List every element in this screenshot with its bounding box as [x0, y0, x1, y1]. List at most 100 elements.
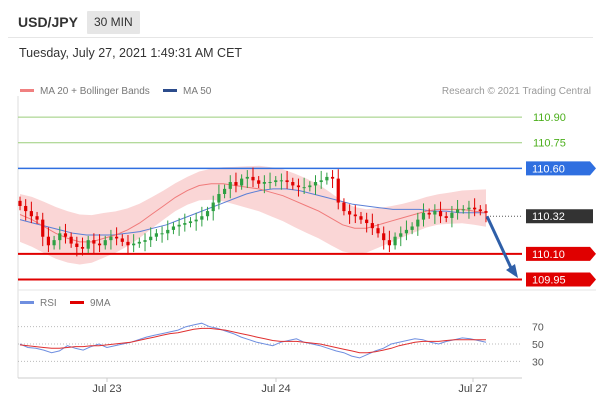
level-label-109.95: 109.95 [532, 274, 566, 286]
candle-body [444, 216, 448, 218]
candle-body [450, 212, 454, 218]
candle-body [262, 182, 266, 184]
candle-body [461, 209, 465, 211]
candle-body [58, 233, 62, 241]
rsi-tick-50: 50 [532, 339, 544, 351]
candle-body [274, 180, 278, 183]
candle-body [404, 229, 409, 234]
candle-body [103, 240, 107, 246]
candle-body [421, 212, 426, 220]
candle-body [382, 233, 386, 241]
candle-body [330, 176, 335, 179]
candle-body [120, 238, 124, 242]
rsi-tick-30: 30 [532, 356, 544, 368]
rsi-line [19, 322, 487, 359]
candle-body [126, 241, 130, 246]
candle-body [319, 180, 323, 183]
candle-body [484, 211, 488, 213]
legend-label: RSI [40, 298, 57, 309]
candle-body [370, 223, 374, 229]
candle-body [279, 180, 284, 182]
candle-body [18, 200, 22, 206]
legend-swatch [70, 300, 84, 304]
candle-body [416, 219, 420, 227]
candle-body [97, 243, 102, 246]
legend-label: MA 20 + Bollinger Bands [40, 86, 150, 97]
candle-body [268, 182, 272, 184]
candle-body [433, 211, 437, 215]
candle-body [308, 185, 312, 188]
candle-body [222, 188, 227, 194]
candle-body [137, 241, 141, 244]
candle-body [92, 240, 96, 244]
forecast-arrow-head [506, 264, 518, 279]
candle-body [63, 233, 68, 237]
chart-header: USD/JPY 30 MIN [0, 0, 603, 44]
candle-body [336, 178, 340, 203]
candle-body [217, 194, 221, 203]
ma20-line [19, 183, 487, 243]
candle-body [115, 236, 119, 239]
candle-body [143, 240, 147, 242]
candle-body [353, 214, 357, 217]
candle-body [245, 176, 249, 179]
timeframe-button[interactable]: 30 MIN [87, 11, 140, 34]
level-tag-110.32 [526, 209, 593, 224]
candle-body [154, 233, 158, 237]
legend-rsi: RSI [20, 298, 57, 309]
candle-body [200, 216, 204, 220]
candle-body [75, 243, 79, 247]
candle-body [228, 182, 232, 189]
candle-body [455, 209, 460, 213]
rsi-9ma-line [19, 327, 486, 354]
candle-body [359, 216, 363, 220]
level-label-110.32: 110.32 [532, 211, 565, 223]
candle-body [325, 176, 329, 181]
legend-swatch [163, 88, 177, 92]
candle-body [291, 182, 295, 186]
candle-body [240, 178, 244, 186]
candle-body [348, 211, 352, 215]
candle-body [296, 185, 301, 188]
candle-body [171, 226, 176, 230]
candle-body [149, 236, 153, 241]
x-tick-label: Jul 27 [458, 383, 487, 395]
candle-body [342, 202, 346, 212]
timestamp: Tuesday, July 27, 2021 1:49:31 AM CET [19, 46, 243, 60]
candle-body [160, 233, 164, 235]
credit-label: Research © 2021 Trading Central [441, 86, 591, 97]
candle-body [211, 202, 215, 212]
legend-ma-bollinger: MA 20 + Bollinger Bands [20, 86, 150, 97]
level-tag-110.60 [526, 161, 596, 176]
legend-9ma: 9MA [70, 298, 111, 309]
candle-body [410, 226, 414, 230]
x-tick-label: Jul 23 [92, 383, 121, 395]
candle-body [467, 207, 471, 210]
candle-body [183, 223, 187, 225]
candle-body [251, 176, 255, 181]
candle-body [473, 207, 477, 210]
legend-label: 9MA [90, 298, 111, 309]
candle-body [205, 211, 210, 217]
level-label-110.75: 110.75 [533, 138, 566, 150]
legend-swatch [20, 88, 34, 92]
level-label-110.10: 110.10 [532, 249, 565, 261]
legend-ma50: MA 50 [163, 86, 211, 97]
candle-body [313, 182, 318, 186]
candle-body [285, 180, 289, 183]
candle-body [86, 240, 90, 249]
candle-body [132, 243, 136, 246]
forecast-arrow-shaft [485, 215, 514, 271]
legend-label: MA 50 [183, 86, 212, 97]
candle-body [69, 236, 73, 244]
header-divider [8, 37, 593, 38]
candle-body [166, 229, 170, 234]
legend-swatch [20, 300, 34, 304]
candle-body [234, 182, 238, 186]
candle-body [80, 246, 85, 249]
candle-body [399, 233, 403, 237]
candle-body [188, 221, 193, 224]
candle-body [109, 236, 113, 241]
